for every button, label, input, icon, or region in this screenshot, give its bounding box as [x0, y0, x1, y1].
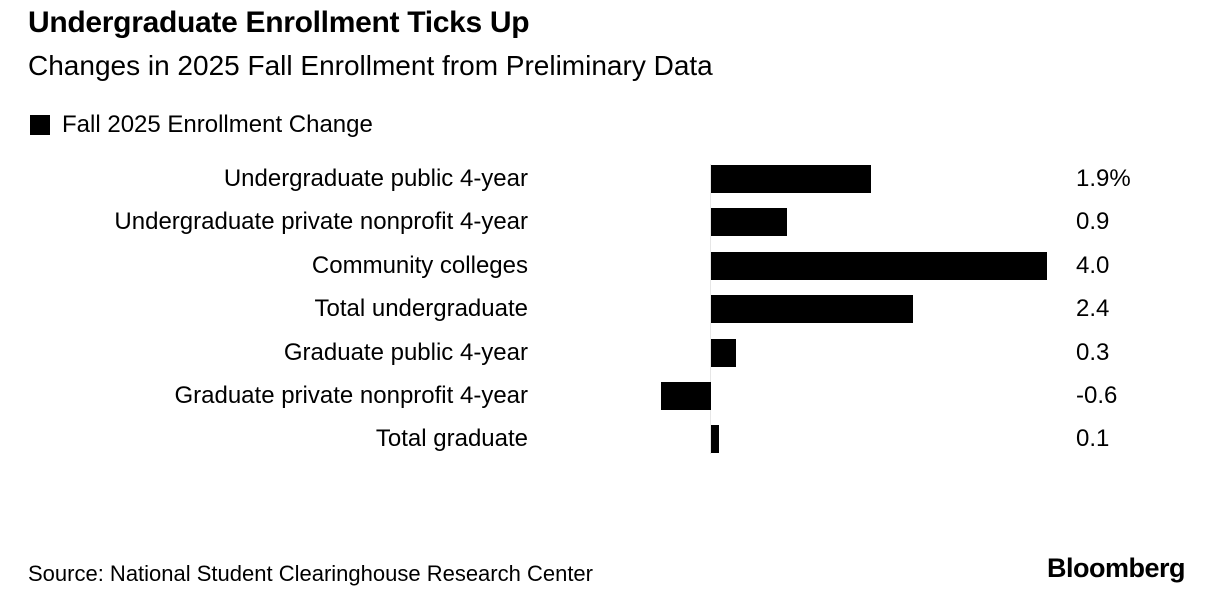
category-label: Total graduate	[375, 425, 528, 453]
legend: Fall 2025 Enrollment Change	[30, 111, 373, 138]
category-label: Graduate private nonprofit 4-year	[174, 382, 528, 409]
category-label: Undergraduate public 4-year	[223, 165, 528, 192]
bar	[660, 382, 711, 410]
value-label: 2.4	[1076, 295, 1110, 323]
value-label: 0.1	[1076, 425, 1110, 453]
bloomberg-logo: Bloomberg	[1046, 553, 1186, 583]
value-label: 4.0	[1076, 251, 1110, 279]
bar	[711, 338, 737, 367]
chart-title: Undergraduate Enrollment Ticks Up	[28, 6, 530, 39]
chart-row: Total undergraduate 2.4	[0, 287, 1224, 331]
chart-row: Community colleges 4.0	[0, 244, 1224, 288]
category-label: Undergraduate private nonprofit 4-year	[114, 208, 528, 236]
bar	[711, 425, 720, 454]
legend-swatch-icon	[30, 115, 50, 135]
category-label: Total undergraduate	[314, 295, 529, 323]
zero-baseline	[710, 164, 711, 454]
bar	[711, 295, 913, 324]
chart-row: Total graduate 0.1	[0, 417, 1224, 461]
chart-subtitle: Changes in 2025 Fall Enrollment from Pre…	[28, 50, 713, 81]
category-label: Community colleges	[311, 251, 528, 279]
value-label: 0.9	[1076, 208, 1110, 236]
bar	[711, 165, 871, 193]
chart-row: Undergraduate public 4-year 1.9%	[0, 157, 1224, 201]
legend-label: Fall 2025 Enrollment Change	[62, 111, 373, 138]
bar	[711, 251, 1047, 280]
chart-row: Undergraduate private nonprofit 4-year 0.…	[0, 200, 1224, 244]
source-note: Source: National Student Clearinghouse R…	[28, 561, 593, 586]
category-label: Graduate public 4-year	[283, 338, 528, 366]
bar	[711, 208, 787, 237]
value-label: 0.3	[1076, 338, 1110, 366]
chart-row: Graduate private nonprofit 4-year -0.6	[0, 374, 1224, 418]
value-label: -0.6	[1076, 382, 1118, 409]
value-label: 1.9%	[1076, 165, 1131, 192]
chart-row: Graduate public 4-year 0.3	[0, 331, 1224, 375]
